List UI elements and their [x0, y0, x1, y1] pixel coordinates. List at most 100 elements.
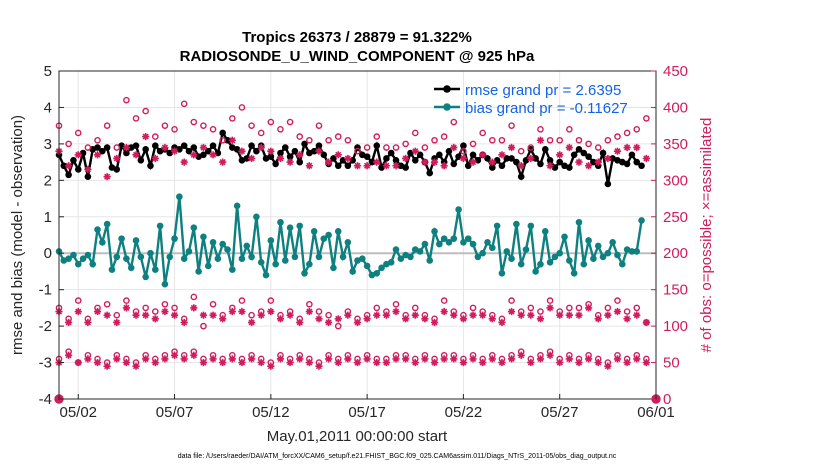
assimilated-obs-marker	[219, 315, 227, 323]
rmse-point	[123, 149, 130, 157]
left-tick-label-1: -3	[39, 355, 52, 372]
x-tick-label-0: 05/02	[59, 404, 97, 421]
assimilated-obs-marker	[296, 355, 304, 363]
assimilated-obs-marker	[363, 315, 371, 323]
assimilated-obs-marker	[546, 351, 554, 359]
rmse-point	[320, 151, 328, 159]
assimilated-obs-marker	[488, 158, 496, 166]
assimilated-obs-marker	[594, 358, 602, 367]
assimilated-obs-marker	[469, 158, 477, 166]
assimilated-obs-marker	[536, 355, 545, 363]
bias-point	[330, 264, 337, 272]
possible-obs-marker	[363, 144, 371, 151]
possible-obs-marker	[392, 144, 400, 151]
bias-point	[257, 259, 265, 266]
bias-point	[566, 257, 573, 264]
assimilated-obs-marker	[238, 307, 246, 316]
assimilated-obs-marker	[257, 358, 265, 367]
rmse-point	[310, 147, 318, 155]
assimilated-obs-marker	[93, 151, 102, 159]
possible-obs-marker	[180, 100, 188, 108]
rmse-point	[281, 144, 289, 151]
rmse-point	[580, 149, 588, 157]
rmse-point	[411, 156, 419, 164]
bias-point	[272, 260, 279, 268]
assimilated-obs-marker	[613, 147, 622, 155]
rmse-point	[590, 158, 597, 166]
possible-obs-marker	[575, 136, 583, 144]
assimilated-obs-marker	[411, 311, 419, 319]
bias-point	[503, 248, 511, 255]
possible-obs-marker	[633, 304, 641, 312]
assimilated-obs-marker	[84, 318, 92, 327]
assimilated-obs-marker	[315, 362, 323, 370]
assimilated-obs-marker	[642, 318, 650, 327]
assimilated-obs-marker	[74, 358, 82, 367]
possible-obs-marker	[142, 107, 149, 115]
possible-obs-marker	[103, 122, 111, 129]
left-tick-label-8: 4	[44, 99, 52, 116]
bias-point	[204, 262, 212, 270]
x-tick-label-1: 05/07	[156, 404, 194, 421]
possible-obs-marker	[392, 300, 400, 308]
bias-point	[522, 246, 530, 253]
assimilated-obs-marker	[325, 355, 333, 363]
bias-point	[99, 238, 106, 246]
assimilated-obs-marker	[488, 355, 496, 363]
bias-point	[440, 235, 448, 242]
assimilated-obs-marker	[228, 307, 236, 316]
assimilated-obs-marker	[238, 147, 246, 155]
possible-obs-marker	[334, 133, 342, 140]
possible-obs-marker	[306, 300, 313, 308]
possible-obs-marker	[440, 297, 448, 304]
assimilated-obs-marker	[517, 351, 525, 359]
rmse-point	[286, 153, 294, 160]
bias-point	[561, 233, 568, 241]
rmse-point	[469, 151, 477, 159]
assimilated-obs-marker	[325, 158, 333, 166]
assimilated-obs-marker	[450, 311, 458, 319]
possible-obs-marker	[546, 136, 554, 144]
bias-point	[537, 260, 544, 268]
legend: rmse grand pr = 2.6395 bias grand pr = -…	[434, 82, 628, 117]
bias-point	[604, 249, 612, 257]
bias-point	[513, 220, 520, 228]
rmse-point	[585, 153, 592, 160]
rmse-point	[151, 142, 159, 150]
possible-obs-marker	[113, 311, 121, 319]
bias-point	[156, 222, 164, 230]
chart-title: Tropics 26373 / 28879 = 91.322%	[242, 29, 472, 46]
assimilated-obs-marker	[305, 307, 313, 316]
rmse-point	[243, 155, 251, 162]
bias-point	[541, 228, 549, 235]
possible-obs-marker	[537, 308, 544, 315]
rmse-point	[253, 147, 260, 155]
bias-point	[103, 220, 111, 228]
right-tick-label-4: 200	[663, 245, 688, 262]
assimilated-obs-marker	[132, 311, 140, 319]
possible-obs-marker	[238, 297, 246, 304]
rmse-point	[248, 142, 255, 150]
possible-obs-marker	[267, 297, 275, 304]
assimilated-obs-marker	[151, 358, 159, 367]
possible-obs-marker	[171, 126, 178, 133]
possible-obs-marker	[508, 297, 515, 304]
bias-point	[618, 260, 626, 268]
left-tick-label-5: 1	[44, 209, 52, 226]
possible-obs-marker	[614, 297, 621, 304]
left-tick-label-3: -1	[39, 282, 52, 299]
bias-point	[209, 238, 217, 246]
assimilated-obs-marker	[247, 318, 256, 327]
assimilated-obs-marker	[84, 355, 92, 363]
possible-obs-marker	[132, 115, 140, 122]
bias-point	[310, 228, 318, 235]
rmse-point	[94, 144, 101, 151]
bias-point	[306, 260, 313, 268]
possible-obs-marker	[94, 136, 101, 144]
bias-point	[185, 248, 193, 255]
assimilated-obs-marker	[247, 355, 256, 363]
bias-point	[70, 251, 77, 259]
possible-obs-marker	[103, 300, 111, 308]
bias-point	[532, 268, 539, 275]
assimilated-obs-marker	[228, 355, 236, 363]
